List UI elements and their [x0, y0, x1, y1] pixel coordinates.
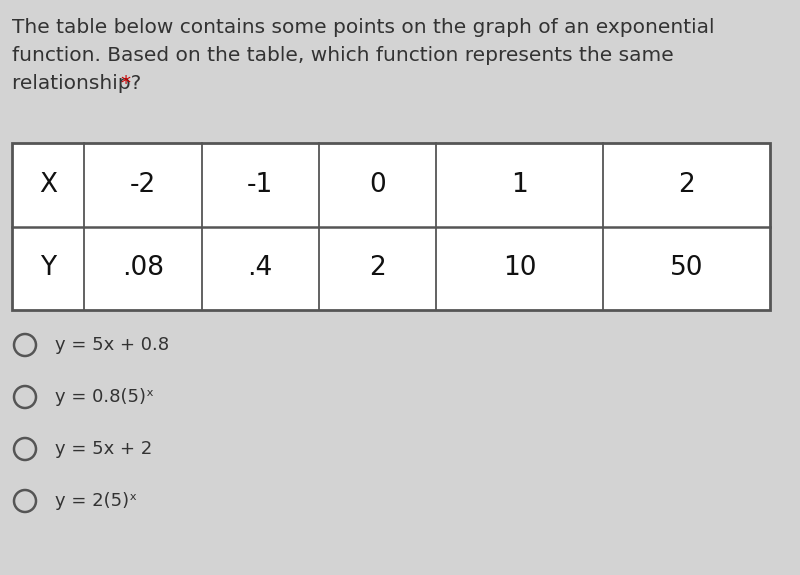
- Text: 10: 10: [503, 255, 537, 281]
- Text: 0: 0: [370, 172, 386, 198]
- Text: 50: 50: [670, 255, 703, 281]
- Text: relationship?: relationship?: [12, 74, 148, 93]
- Text: .08: .08: [122, 255, 164, 281]
- Text: 2: 2: [678, 172, 695, 198]
- Text: Y: Y: [40, 255, 56, 281]
- Bar: [12, 143, 770, 310]
- Text: y = 5x + 0.8: y = 5x + 0.8: [55, 336, 169, 354]
- Text: The table below contains some points on the graph of an exponential: The table below contains some points on …: [12, 18, 714, 37]
- Bar: [12, 143, 770, 310]
- Text: y = 5x + 2: y = 5x + 2: [55, 440, 152, 458]
- Text: 1: 1: [511, 172, 528, 198]
- Text: y = 2(5)ˣ: y = 2(5)ˣ: [55, 492, 137, 510]
- Text: X: X: [39, 172, 57, 198]
- Text: function. Based on the table, which function represents the same: function. Based on the table, which func…: [12, 46, 674, 65]
- Text: y = 0.8(5)ˣ: y = 0.8(5)ˣ: [55, 388, 154, 406]
- Text: -1: -1: [247, 172, 274, 198]
- Text: -2: -2: [130, 172, 156, 198]
- Text: *: *: [120, 74, 130, 93]
- Text: 2: 2: [370, 255, 386, 281]
- Text: .4: .4: [248, 255, 273, 281]
